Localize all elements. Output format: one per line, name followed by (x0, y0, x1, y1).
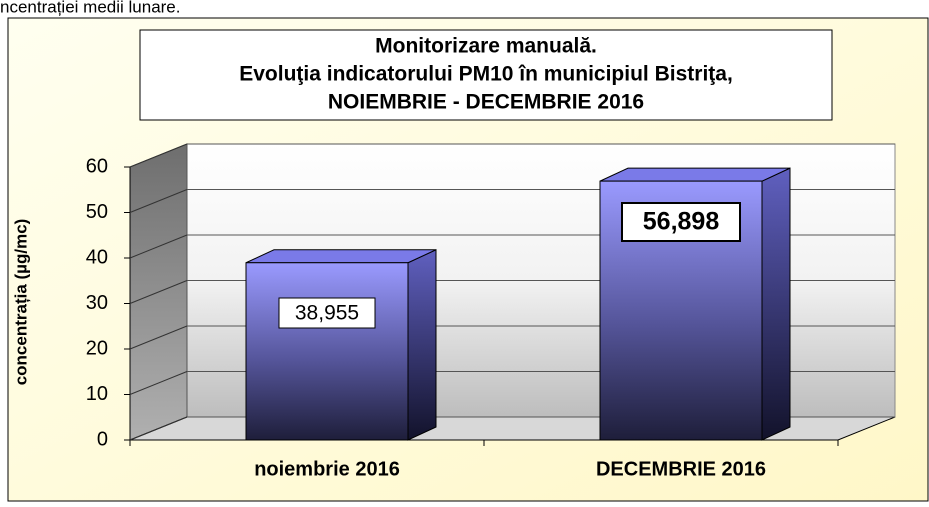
chart-title: Monitorizare manuală. (375, 35, 597, 58)
data-label-box (621, 202, 741, 242)
data-label-box (278, 297, 376, 329)
bar-top (599, 167, 791, 182)
title-box (139, 29, 833, 121)
chart-title: NOIEMBRIE - DECEMBRIE 2016 (328, 91, 644, 114)
bar-top (245, 249, 437, 264)
grid-line (129, 189, 188, 213)
y-tick-label: 30 (86, 292, 108, 314)
caption: ncentrației medii lunare. (0, 0, 180, 16)
x-tick-label: noiembrie 2016 (254, 458, 400, 480)
grid-line (129, 143, 188, 168)
grid-line (129, 325, 188, 350)
grid-line (129, 234, 188, 259)
y-tick-label: 0 (97, 428, 108, 450)
y-tick-label: 60 (86, 155, 108, 177)
y-tick-label: 40 (86, 246, 108, 268)
grid-line (129, 371, 188, 395)
data-label: 56,898 (643, 208, 720, 236)
bar-side (407, 248, 437, 441)
x-tick-label: DECEMBRIE 2016 (596, 458, 766, 480)
chart-title: Evoluţia indicatorului PM10 în municipiu… (239, 63, 733, 86)
grid-line (129, 416, 188, 441)
y-tick-label: 50 (86, 201, 108, 223)
data-label: 38,955 (295, 302, 359, 325)
bar (245, 262, 409, 441)
grid-line (129, 280, 188, 304)
y-axis-label: concentrația (µg/mc) (11, 219, 30, 386)
y-tick-label: 20 (86, 337, 108, 359)
y-tick-label: 10 (86, 383, 108, 405)
bar-side (761, 167, 791, 441)
